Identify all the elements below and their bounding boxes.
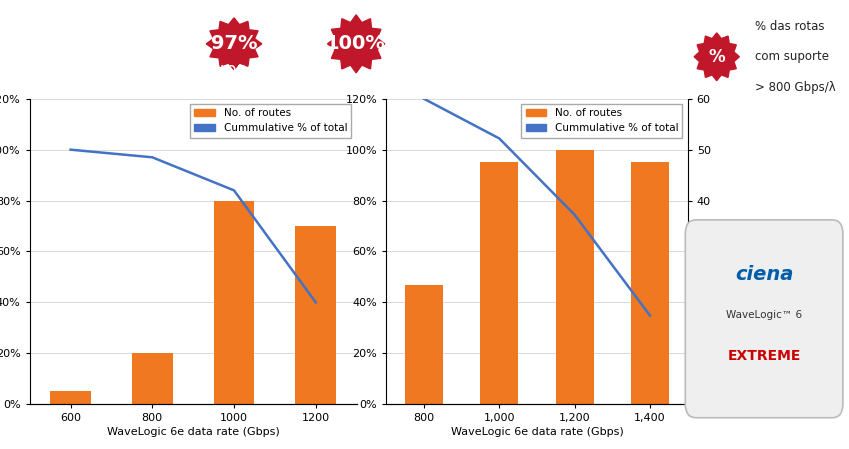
Text: Rede pan-europeia: Rede pan-europeia [115,61,272,79]
Polygon shape [206,18,261,70]
Bar [556,150,593,404]
Legend: No. of routes, Cummulative % of total: No. of routes, Cummulative % of total [190,104,351,137]
X-axis label: WaveLogic 6e data rate (Gbps): WaveLogic 6e data rate (Gbps) [107,427,279,437]
Bar [481,163,518,404]
Text: WaveLogic™ 6: WaveLogic™ 6 [726,310,802,321]
Legend: No. of routes, Cummulative % of total: No. of routes, Cummulative % of total [521,104,683,137]
Text: % das rotas: % das rotas [756,20,825,32]
Bar [50,392,91,404]
Bar [132,353,172,404]
Polygon shape [328,15,385,73]
FancyBboxPatch shape [685,220,843,418]
Text: ciena: ciena [735,265,793,284]
Text: EXTREME: EXTREME [728,349,801,363]
Text: %: % [708,48,725,66]
Text: 97%: 97% [211,34,257,53]
Text: Ampla rede nacional com muitos trânsitos
ROADM e longas rotas de restauração: Ampla rede nacional com muitos trânsitos… [396,48,678,78]
Text: > 800 Gbps/λ: > 800 Gbps/λ [756,81,836,94]
Text: com suporte: com suporte [756,50,829,63]
Bar [405,285,443,404]
Bar [295,226,336,404]
Bar [631,163,669,404]
X-axis label: WaveLogic 6e data rate (Gbps): WaveLogic 6e data rate (Gbps) [451,427,623,437]
Bar [214,201,255,404]
Polygon shape [694,33,739,81]
Text: 100%: 100% [326,34,386,53]
